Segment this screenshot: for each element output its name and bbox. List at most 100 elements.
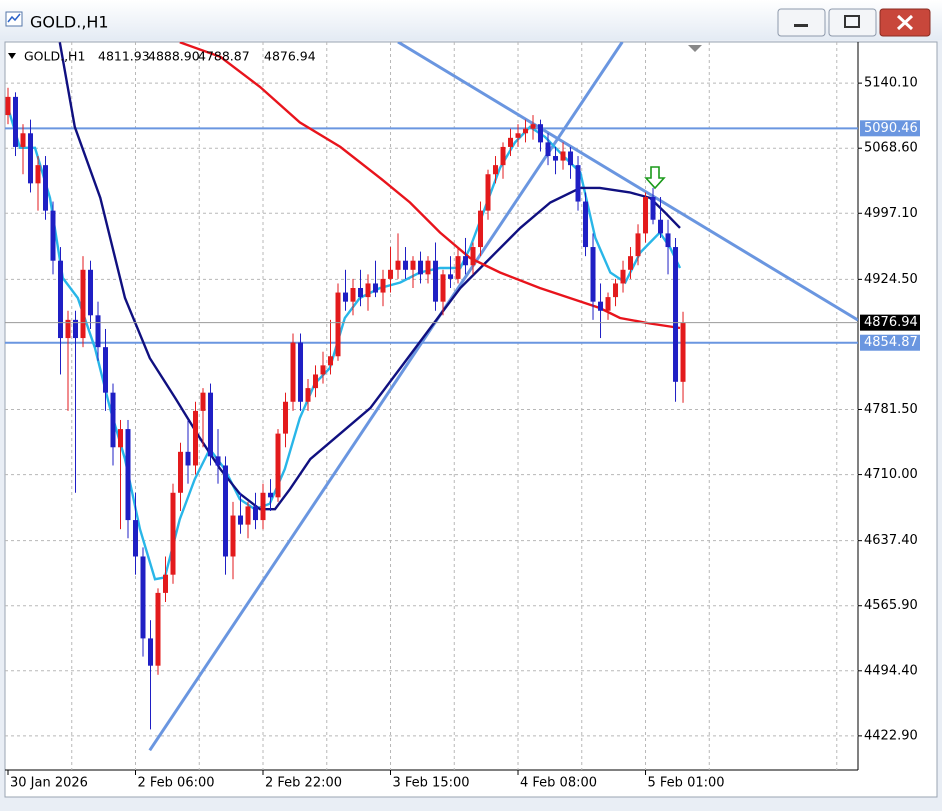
y-tick-label: 5140.10 (864, 76, 918, 91)
close-value: 4876.94 (264, 49, 316, 64)
candle-body (583, 201, 589, 248)
candle-body (635, 233, 641, 257)
candle-body (478, 210, 484, 248)
y-tick-label: 4494.40 (864, 663, 918, 678)
candle-body (613, 283, 619, 298)
candle-body (410, 260, 416, 270)
candle-body (418, 260, 424, 275)
candle-body (65, 319, 71, 339)
candle-body (35, 165, 41, 184)
candle-body (163, 574, 169, 593)
candle-body (380, 278, 386, 293)
candle-body (350, 288, 356, 302)
candle-body (185, 451, 191, 466)
candle-body (133, 520, 139, 557)
candle-body (50, 210, 56, 261)
window-icon (5, 11, 23, 27)
candle-body (58, 260, 64, 339)
candle-body (313, 374, 319, 389)
price-label-bg (860, 314, 920, 331)
candle-body (13, 96, 19, 147)
candle-body (5, 96, 11, 116)
candle-body (680, 322, 686, 382)
candle-body (620, 269, 626, 284)
level-label: 4854.87 (864, 335, 918, 350)
moving-average (179, 42, 681, 330)
maximize-button[interactable] (828, 8, 877, 37)
y-tick-label: 4710.00 (864, 467, 918, 482)
candle-body (628, 256, 634, 270)
candle-body (298, 342, 304, 402)
candle-body (238, 515, 244, 525)
x-tick-label: 2 Feb 06:00 (138, 776, 215, 791)
chart-symbol: GOLD.,H1 (24, 49, 85, 64)
candle-body (403, 260, 409, 270)
candle-body (320, 365, 326, 375)
candle-body (20, 133, 26, 147)
level-label-bg (860, 120, 920, 137)
candle-body (125, 429, 131, 521)
candle-body (80, 269, 86, 339)
y-tick-label: 4422.90 (864, 728, 918, 743)
candle-body (530, 124, 536, 129)
candle-body (110, 392, 116, 448)
candle-body (575, 165, 581, 202)
candle-body (373, 283, 379, 293)
candle-body (455, 256, 461, 279)
candle-body (598, 301, 604, 311)
candle-body (568, 151, 574, 166)
x-tick-label: 2 Feb 22:00 (265, 776, 342, 791)
candle-body (440, 274, 446, 302)
candle-body (590, 247, 596, 302)
high-value: 4888.90 (148, 49, 200, 64)
candle-body (268, 492, 274, 498)
candle-body (155, 592, 161, 666)
candle-body (260, 492, 266, 521)
candle-body (230, 515, 236, 557)
candle-body (365, 283, 371, 298)
level-label: 5090.46 (864, 121, 918, 136)
price-label: 4876.94 (864, 315, 918, 330)
y-tick-label: 4997.10 (864, 206, 918, 221)
candle-body (328, 356, 334, 366)
candle-body (253, 506, 259, 521)
y-tick-label: 4781.50 (864, 402, 918, 417)
x-tick-label: 3 Feb 15:00 (393, 776, 470, 791)
close-button[interactable] (879, 8, 931, 37)
candle-body (275, 433, 281, 498)
candle-body (223, 465, 229, 557)
candle-body (508, 137, 514, 147)
candle-body (343, 292, 349, 302)
candle-body (290, 342, 296, 402)
trend-line (148, 42, 624, 752)
candle-body (43, 165, 49, 211)
chart-shift-marker (688, 45, 702, 52)
candle-body (95, 315, 101, 348)
window-title: GOLD.,H1 (30, 13, 109, 32)
candle-body (493, 165, 499, 175)
level-label-bg (860, 334, 920, 351)
candle-body (470, 247, 476, 266)
candle-body (463, 256, 469, 266)
candle-body (658, 219, 664, 234)
candle-body (283, 401, 289, 434)
chart-area (4, 41, 938, 798)
candle-body (178, 451, 184, 493)
candle-body (208, 392, 214, 457)
candle-body (305, 388, 311, 402)
candle-body (148, 638, 154, 666)
candle-body (650, 196, 656, 220)
moving-average (58, 42, 681, 511)
candle-body (335, 292, 341, 357)
low-value: 4788.87 (198, 49, 250, 64)
candle-body (118, 429, 124, 448)
candle-body (193, 410, 199, 466)
candle-body (200, 392, 206, 411)
candle-body (215, 456, 221, 466)
x-tick-label: 5 Feb 01:00 (648, 776, 725, 791)
y-tick-label: 4637.40 (864, 533, 918, 548)
candle-body (245, 506, 251, 525)
candle-body (433, 260, 439, 302)
minimize-button[interactable] (777, 8, 826, 37)
